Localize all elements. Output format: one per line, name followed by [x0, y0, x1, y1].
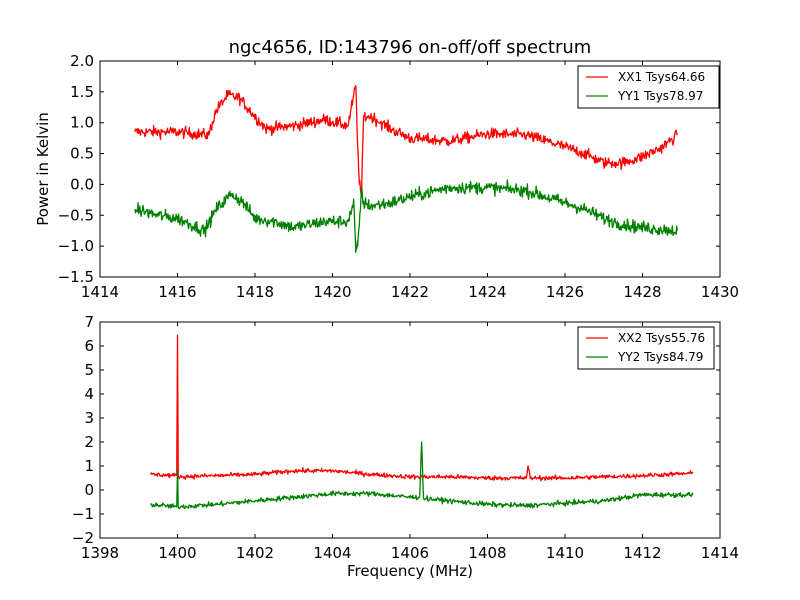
x-tick-label: 1420 — [313, 283, 351, 301]
bottom-plot-legend: XX2 Tsys55.76 YY2 Tsys84.79 — [577, 326, 715, 370]
y-tick-label: 1.5 — [70, 83, 94, 101]
x-tick-label: 1424 — [468, 283, 506, 301]
y-tick-label: −1.0 — [58, 237, 94, 255]
y-tick-label: 0 — [84, 481, 94, 499]
x-tick-label: 1426 — [546, 283, 584, 301]
top-plot-legend: XX1 Tsys64.66 YY1 Tsys78.97 — [577, 65, 720, 109]
chart-title: ngc4656, ID:143796 on-off/off spectrum — [229, 37, 592, 58]
y-tick-label: 2 — [84, 433, 94, 451]
x-tick-label: 1422 — [391, 283, 429, 301]
bottom-plot-series — [149, 334, 694, 510]
x-tick-label: 1404 — [313, 544, 351, 562]
x-tick-label: 1410 — [546, 544, 584, 562]
legend-label-yy2: YY2 Tsys84.79 — [617, 350, 703, 364]
x-tick-label: 1406 — [391, 544, 429, 562]
x-tick-label: 1408 — [468, 544, 506, 562]
y-tick-label: 3 — [84, 409, 94, 427]
x-tick-label: 1398 — [81, 544, 119, 562]
y-tick-label: 2.0 — [70, 52, 94, 70]
x-tick-label: 1402 — [236, 544, 274, 562]
x-tick-label: 1400 — [158, 544, 196, 562]
legend-label-yy1: YY1 Tsys78.97 — [617, 89, 703, 103]
x-tick-label: 1412 — [623, 544, 661, 562]
y-tick-label: 1 — [84, 457, 94, 475]
bottom-spectrum-plot: Frequency (MHz) 1398 1400 1402 1404 1406 1408… — [72, 313, 739, 580]
x-tick-label: 1416 — [158, 283, 196, 301]
series-line-xx2 — [149, 334, 694, 482]
y-tick-label: 0.0 — [70, 175, 94, 193]
y-tick-label: −1 — [72, 505, 94, 523]
legend-label-xx2: XX2 Tsys55.76 — [618, 331, 705, 345]
y-tick-label: 4 — [84, 385, 94, 403]
y-tick-label: 0.5 — [70, 145, 94, 163]
y-tick-label: −0.5 — [58, 206, 94, 224]
y-tick-label: 1.0 — [70, 114, 94, 132]
y-tick-label: 7 — [84, 313, 94, 331]
top-spectrum-plot: ngc4656, ID:143796 on-off/off spectrum P… — [34, 37, 739, 301]
x-tick-label: 1428 — [623, 283, 661, 301]
top-plot-frame — [99, 60, 721, 278]
y-tick-label: 5 — [84, 361, 94, 379]
bottom-plot-frame — [99, 321, 721, 539]
x-tick-label: 1430 — [701, 283, 739, 301]
top-plot-series — [134, 85, 679, 253]
bottom-plot-ticks: 1398 1400 1402 1404 1406 1408 1410 1412 1414−2−1… — [72, 313, 739, 562]
series-line-xx1 — [134, 85, 678, 198]
top-plot-ticks: 1414 1416 1418 1420 1422 1424 1426 1428 1430 −1.5… — [58, 52, 740, 301]
x-axis-label: Frequency (MHz) — [347, 562, 473, 580]
y-axis-label: Power in Kelvin — [34, 112, 52, 226]
legend-box — [577, 65, 720, 109]
legend-box — [577, 326, 715, 370]
series-line-yy2 — [150, 441, 694, 510]
x-tick-label: 1418 — [236, 283, 274, 301]
legend-label-xx1: XX1 Tsys64.66 — [618, 70, 705, 84]
x-tick-label: 1414 — [81, 283, 119, 301]
y-tick-label: −1.5 — [58, 268, 94, 286]
y-tick-label: 6 — [84, 337, 94, 355]
x-tick-label: 1414 — [701, 544, 739, 562]
y-tick-label: −2 — [72, 529, 94, 547]
series-line-yy1 — [134, 179, 679, 253]
